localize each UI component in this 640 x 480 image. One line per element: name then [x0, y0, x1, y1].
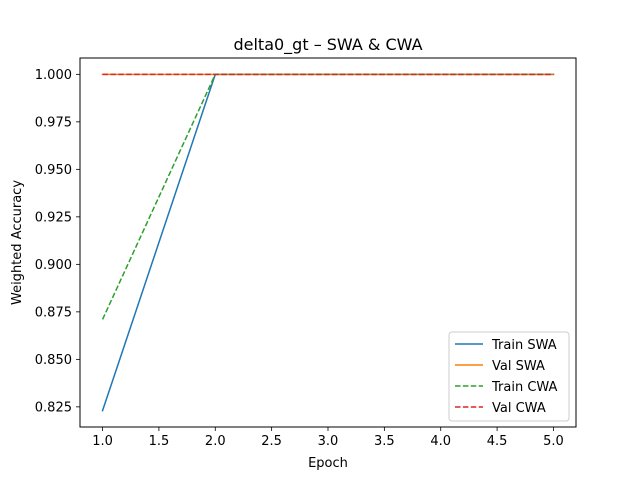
x-tick-label: 4.0: [430, 434, 451, 449]
x-tick-label: 1.5: [149, 434, 170, 449]
x-tick-label: 2.5: [261, 434, 282, 449]
x-tick-label: 3.0: [318, 434, 339, 449]
y-tick-label: 0.900: [35, 258, 72, 273]
y-tick-label: 0.850: [35, 353, 72, 368]
x-tick-label: 1.0: [92, 434, 113, 449]
x-tick-label: 3.5: [374, 434, 395, 449]
y-tick-label: 1.000: [35, 68, 72, 83]
x-tick-label: 2.0: [205, 434, 226, 449]
y-tick-label: 0.875: [35, 305, 72, 320]
legend-box: [448, 331, 570, 422]
legend-label: Val SWA: [492, 359, 545, 374]
y-tick-label: 0.825: [35, 400, 72, 415]
legend-label: Train CWA: [491, 380, 558, 395]
plot-area: [101, 73, 555, 412]
legend: Train SWA Val SWA Train CWA Val CWA: [448, 331, 570, 422]
y-tick-label: 0.925: [35, 210, 72, 225]
axis-ticks: 1.0 1.5 2.0 2.5 3.0 3.5 4.0 4.5 5.0 0.825 0.850 0.8…: [35, 68, 564, 449]
legend-label: Train SWA: [491, 338, 557, 353]
x-tick-label: 4.5: [487, 434, 508, 449]
x-axis-label: Epoch: [308, 456, 348, 471]
x-tick-label: 5.0: [543, 434, 564, 449]
y-axis-label: Weighted Accuracy: [10, 180, 25, 305]
y-tick-label: 0.975: [35, 115, 72, 130]
y-tick-label: 0.950: [35, 163, 72, 178]
legend-label: Val CWA: [492, 401, 546, 416]
chart-title: delta0_gt – SWA & CWA: [233, 35, 422, 55]
